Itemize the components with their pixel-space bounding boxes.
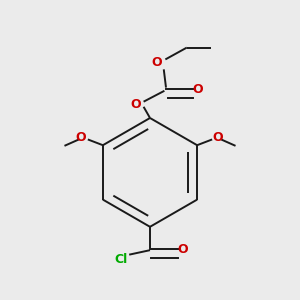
Text: O: O bbox=[130, 98, 141, 111]
Text: O: O bbox=[213, 131, 223, 144]
Text: O: O bbox=[192, 83, 203, 96]
Text: O: O bbox=[76, 131, 86, 144]
Text: O: O bbox=[151, 56, 162, 69]
Text: O: O bbox=[178, 243, 188, 256]
Text: Cl: Cl bbox=[115, 253, 128, 266]
